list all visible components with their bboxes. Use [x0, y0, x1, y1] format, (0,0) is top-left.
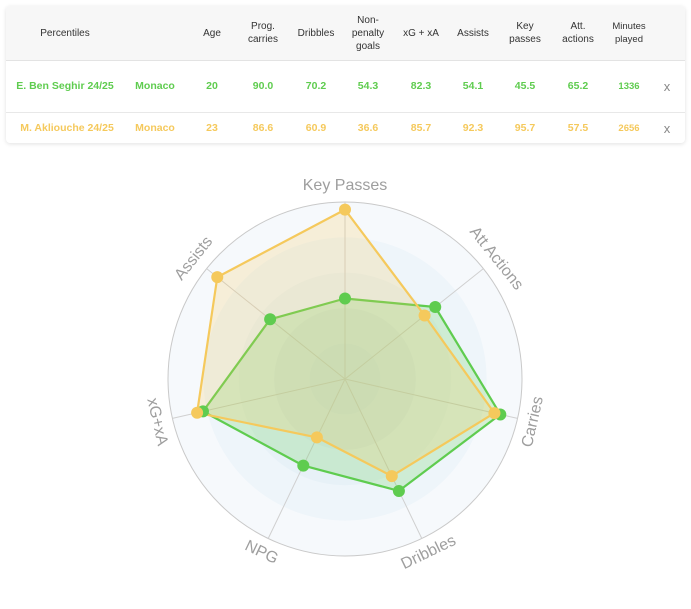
- radar-data-point[interactable]: [392, 484, 405, 497]
- assists-value: 54.1: [462, 80, 484, 92]
- assists-value: 92.3: [462, 121, 484, 134]
- radar-axis-label: Carries: [519, 395, 547, 449]
- att-actions-value: 57.5: [567, 121, 589, 134]
- radar-data-point[interactable]: [310, 431, 323, 444]
- radar-data-point[interactable]: [385, 470, 398, 483]
- header-minutes: Minutes played: [612, 21, 646, 45]
- npg-value: 54.3: [357, 80, 379, 92]
- header-xg-xa: xG + xA: [403, 27, 439, 39]
- radar-axis-label: Key Passes: [303, 177, 387, 194]
- table-header-row: Percentiles Age Prog. carries Dribbles N…: [6, 6, 685, 61]
- xg-xa-value: 82.3: [410, 80, 432, 92]
- npg-value: 36.6: [357, 121, 379, 134]
- header-percentiles: Percentiles: [40, 27, 90, 39]
- header-npg: Non-penalty goals: [351, 14, 385, 52]
- player-name: M. Akliouche 24/25: [20, 121, 114, 134]
- radar-data-point[interactable]: [211, 271, 224, 284]
- header-age: Age: [203, 27, 221, 39]
- dribbles-value: 60.9: [305, 121, 327, 134]
- header-prog-carries: Prog. carries: [247, 21, 278, 45]
- header-dribbles: Dribbles: [297, 27, 335, 39]
- team-name: Monaco: [135, 121, 175, 134]
- radar-spoke: [344, 378, 423, 539]
- radar-spoke: [206, 268, 346, 380]
- header-key-passes: Key passes: [509, 21, 541, 45]
- radar-spoke: [267, 378, 346, 539]
- radar-data-point[interactable]: [297, 459, 310, 472]
- remove-player-button[interactable]: x: [663, 120, 671, 136]
- radar-data-point[interactable]: [429, 301, 442, 314]
- key-passes-value: 45.5: [514, 80, 536, 92]
- header-att-actions: Att. actions: [562, 21, 594, 45]
- prog-carries-value: 86.6: [252, 121, 274, 134]
- radar-data-point[interactable]: [264, 313, 277, 326]
- comparison-table: Percentiles Age Prog. carries Dribbles N…: [6, 6, 685, 143]
- radar-data-point[interactable]: [339, 292, 351, 305]
- table-row: E. Ben Seghir 24/25 Monaco 20 90.0 70.2 …: [6, 61, 685, 113]
- header-assists: Assists: [457, 27, 489, 39]
- player-name: E. Ben Seghir 24/25: [16, 80, 114, 92]
- xg-xa-value: 85.7: [410, 121, 432, 134]
- radar-series: [191, 203, 507, 497]
- age-value: 20: [206, 80, 218, 92]
- table-row: M. Akliouche 24/25 Monaco 23 86.6 60.9 3…: [6, 113, 685, 143]
- radar-axis-label: xG+xA: [143, 396, 170, 447]
- radar-data-point[interactable]: [488, 407, 501, 420]
- radar-data-point[interactable]: [339, 203, 351, 216]
- dribbles-value: 70.2: [305, 80, 327, 92]
- radar-series-area: [196, 208, 496, 478]
- team-name: Monaco: [135, 80, 175, 92]
- key-passes-value: 95.7: [514, 121, 536, 134]
- prog-carries-value: 90.0: [252, 80, 274, 92]
- radar-spoke: [344, 268, 484, 380]
- radar-data-point[interactable]: [191, 406, 204, 419]
- radar-data-point[interactable]: [418, 309, 431, 322]
- att-actions-value: 65.2: [567, 80, 589, 92]
- minutes-value: 2656: [618, 122, 640, 134]
- radar-series-area: [201, 297, 502, 492]
- age-value: 23: [206, 121, 218, 134]
- minutes-value: 1336: [618, 81, 640, 92]
- remove-player-button[interactable]: x: [663, 79, 671, 94]
